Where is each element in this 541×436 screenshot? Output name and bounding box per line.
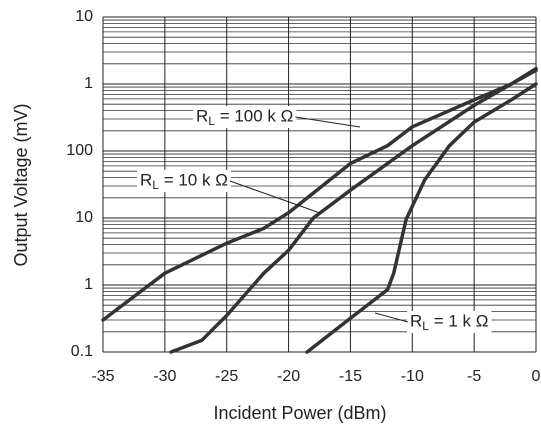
y-tick-label: 0.1 — [71, 343, 93, 360]
x-tick-label: -15 — [339, 368, 362, 385]
curve — [305, 82, 538, 354]
label-name: R — [196, 106, 208, 125]
x-tick-label: 0 — [532, 368, 541, 385]
curve — [101, 66, 538, 322]
x-tick-label: -20 — [277, 368, 300, 385]
x-tick-label: -35 — [91, 368, 114, 385]
label-subscript: L — [208, 114, 215, 128]
label-name: R — [410, 311, 422, 330]
label-suffix: = 100 k Ω — [215, 106, 293, 125]
y-tick-label: 1 — [84, 75, 93, 92]
y-tick-label: 100 — [66, 142, 93, 159]
label-name: R — [140, 170, 152, 189]
x-axis-title: Incident Power (dBm) — [213, 403, 386, 423]
leader-line — [229, 180, 321, 214]
label-subscript: L — [422, 319, 429, 333]
label-suffix: = 1 k Ω — [429, 311, 488, 330]
x-tick-label: -25 — [215, 368, 238, 385]
leader-line — [374, 312, 409, 323]
leader-line — [295, 116, 361, 128]
y-axis-title: Output Voltage (mV) — [11, 103, 31, 266]
curve — [169, 68, 538, 354]
label-suffix: = 10 k Ω — [159, 170, 228, 189]
y-tick-label: 10 — [75, 8, 93, 25]
label-subscript: L — [152, 178, 159, 192]
y-tick-label: 1 — [84, 276, 93, 293]
label-background — [193, 106, 297, 128]
y-tick-label: 10 — [75, 209, 93, 226]
label-background — [407, 311, 492, 333]
x-tick-label: -5 — [467, 368, 481, 385]
x-tick-label: -10 — [401, 368, 424, 385]
x-tick-label: -30 — [153, 368, 176, 385]
label-background — [137, 170, 231, 192]
